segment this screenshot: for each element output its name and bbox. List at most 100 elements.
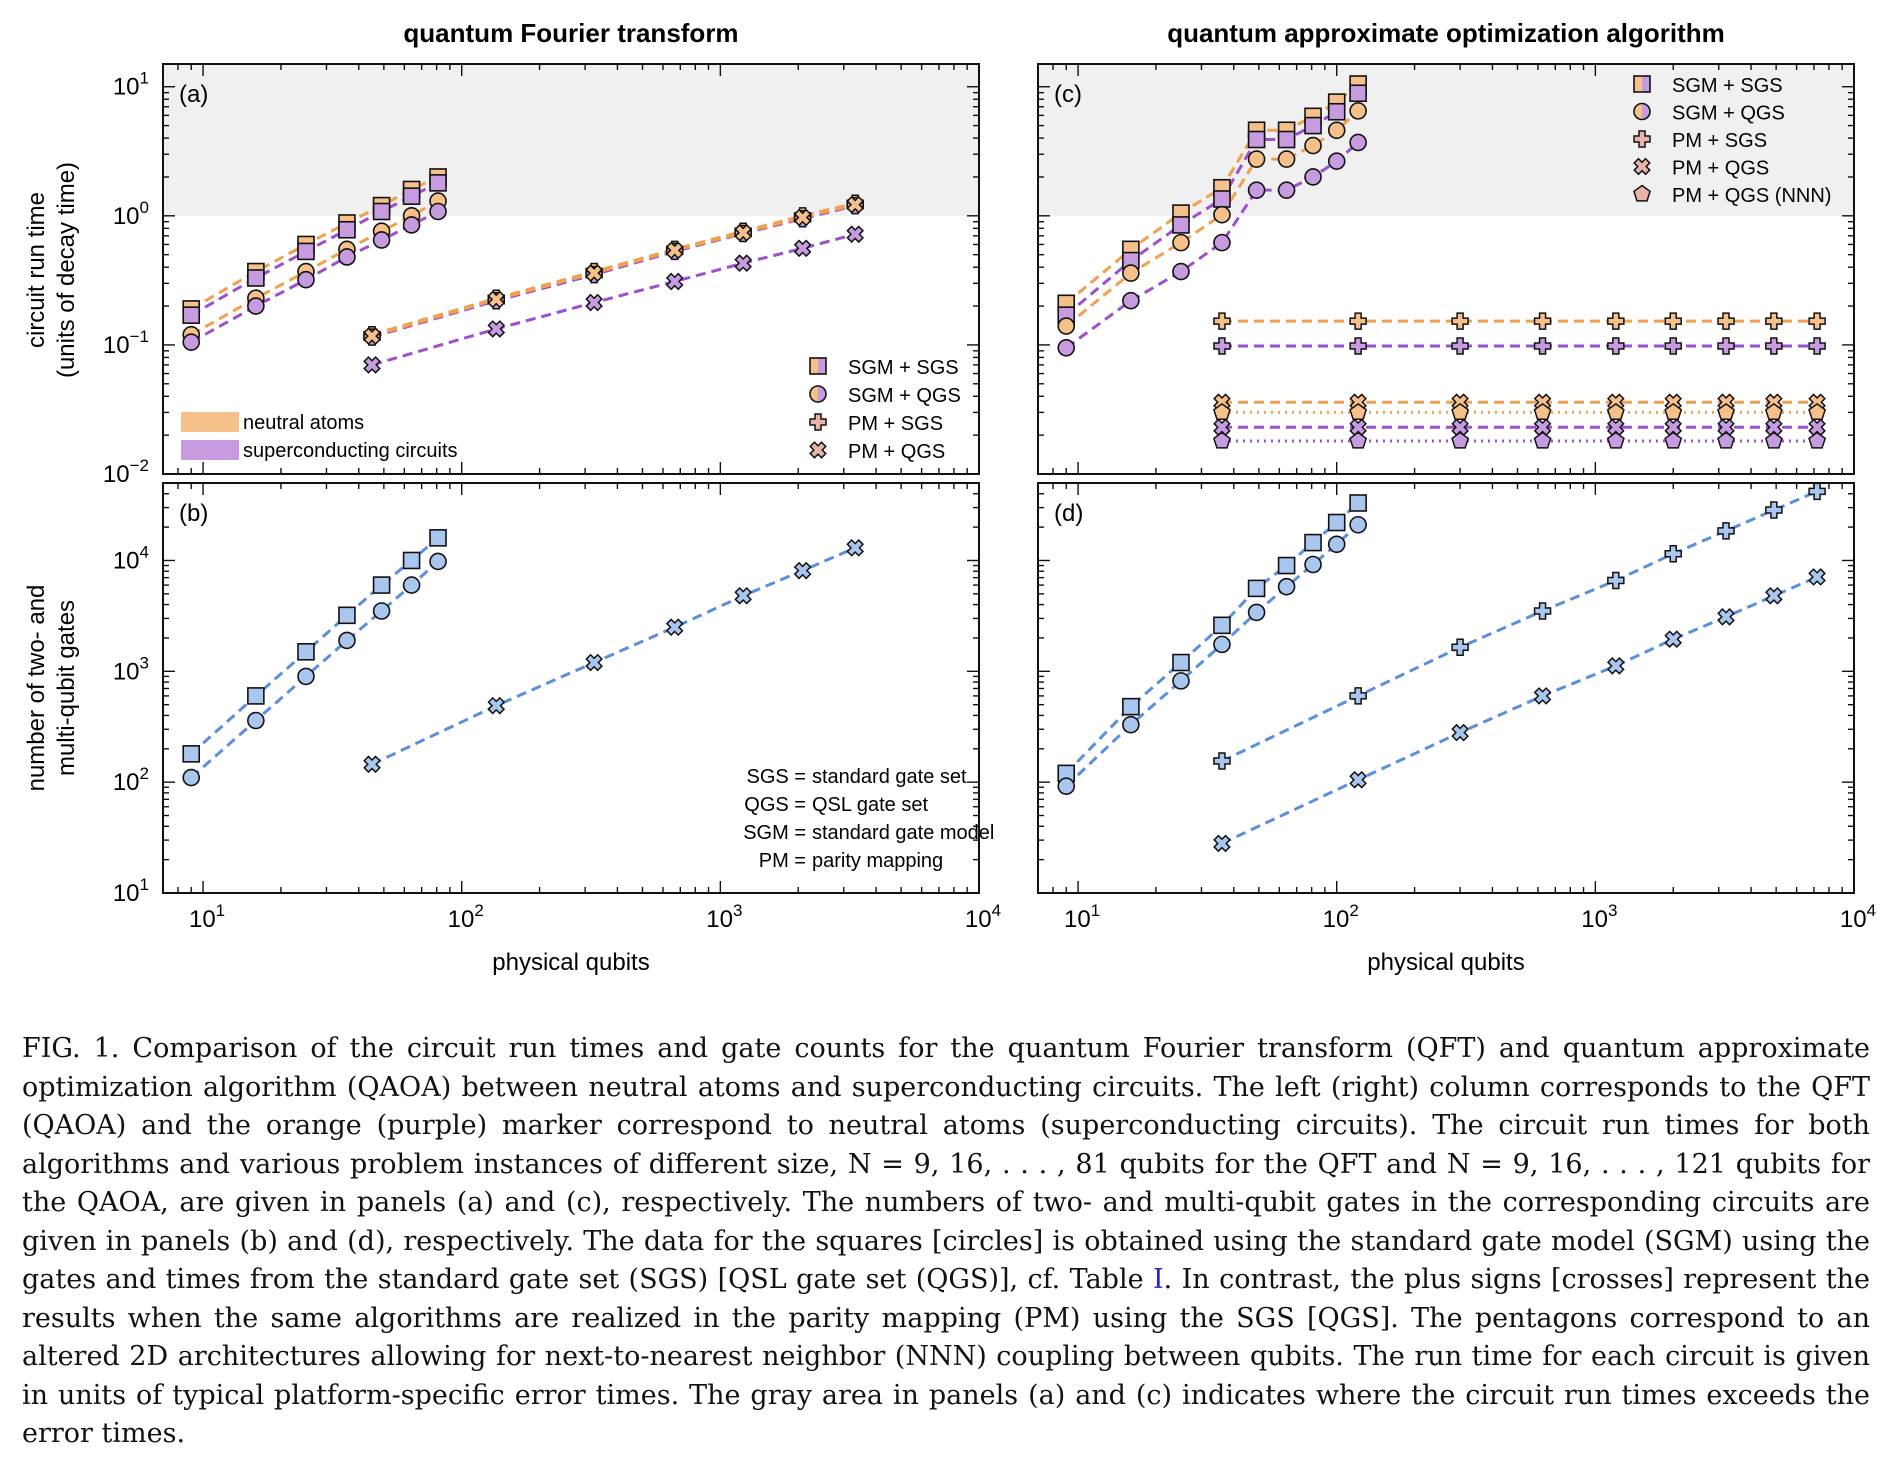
caption-table-link[interactable]: I	[1152, 1264, 1164, 1295]
legends: neutral atoms superconducting circuits SGM…	[181, 75, 1831, 872]
data-point-plus	[1213, 337, 1231, 355]
data-point-circle	[297, 667, 315, 686]
data-point-circle	[1057, 338, 1076, 357]
x-tick-label: 101	[189, 901, 225, 933]
legend-entry-a: PM + QGS	[809, 441, 945, 463]
x-tick-label: 103	[706, 901, 742, 933]
legend-marker-label: PM + QGS	[848, 441, 945, 463]
ylabel-top-line1: circuit run time	[23, 192, 50, 348]
data-point-circle	[1057, 317, 1076, 335]
tick-base: 10	[189, 906, 216, 933]
caption-part2: . In contrast, the plus signs [crosses] …	[22, 1264, 1870, 1449]
data-point-square	[372, 576, 391, 594]
y-tick-label: 104	[113, 542, 149, 574]
plot-frame	[1037, 482, 1855, 894]
data-point-plus	[1607, 571, 1625, 590]
data-point-circle	[1327, 152, 1346, 170]
y-tick-label: 103	[113, 653, 149, 685]
tick-base: 10	[113, 658, 140, 685]
tick-base: 10	[1840, 906, 1867, 933]
abbreviation-key: PM =	[759, 850, 806, 872]
data-point-plus	[1664, 544, 1682, 563]
right-column-title: quantum approximate optimization algorit…	[1167, 18, 1725, 48]
tick-exponent: 2	[140, 764, 149, 783]
marker-half-superconducting	[818, 358, 826, 374]
data-point-pentagon	[1664, 402, 1683, 421]
data-point-circle	[297, 270, 315, 289]
data-point-plus	[1808, 312, 1826, 330]
legend-entry-a: SGM + QGS	[809, 385, 961, 407]
data-point-circle	[1213, 233, 1231, 252]
data-point-circle	[1304, 555, 1322, 574]
legend-platform-label: neutral atoms	[243, 412, 364, 434]
abbreviation-value: standard gate model	[812, 822, 994, 844]
tick-exponent: 4	[992, 901, 1001, 920]
tick-base: 10	[1064, 906, 1091, 933]
data-point-square	[1349, 84, 1367, 103]
gray-area-exceeds-error-time	[1038, 64, 1854, 216]
data-point-square	[1277, 130, 1296, 149]
tick-exponent: 0	[140, 198, 149, 217]
data-point-pentagon	[1664, 431, 1683, 449]
data-point-plus	[1349, 687, 1367, 705]
tick-exponent: 4	[1867, 901, 1876, 920]
panel-d: (d)101 102 103 104	[1037, 482, 1876, 933]
data-point-plus	[1717, 312, 1735, 330]
data-point-cross	[1717, 608, 1735, 626]
series-line-neutral-circle	[190, 199, 439, 336]
data-point-cross	[1213, 834, 1231, 853]
ylabel-bottom-line1: number of two- and	[23, 585, 50, 792]
data-point-pentagon	[1212, 431, 1231, 449]
left-column-title: quantum Fourier transform	[403, 18, 738, 48]
data-point-square	[372, 202, 391, 221]
data-point-plus	[1213, 752, 1231, 770]
data-point-pentagon	[1808, 431, 1827, 449]
data-point-plus	[1717, 337, 1735, 355]
data-point-square	[429, 529, 447, 547]
data-point-cross	[734, 223, 752, 242]
series-line-superconducting-cross	[371, 232, 856, 367]
data-point-plus	[1533, 312, 1552, 330]
data-point-cross	[846, 195, 865, 214]
data-point-pentagon	[1764, 402, 1783, 421]
data-point-square	[338, 220, 356, 239]
data-point-cross	[1349, 770, 1367, 789]
tick-base: 10	[103, 332, 130, 359]
data-point-cross	[487, 320, 506, 338]
marker-outline	[1633, 102, 1651, 121]
tick-exponent: 1	[140, 69, 149, 88]
data-point-pentagon	[1606, 402, 1625, 421]
legend-entry-a: PM + SGS	[809, 413, 943, 435]
data-point-circle	[1277, 181, 1296, 199]
data-point-circle	[1122, 264, 1140, 282]
series-line-gates-cross	[371, 546, 856, 766]
data-point-cross	[846, 539, 865, 557]
legend-swatch-neutral-atoms	[181, 412, 239, 432]
data-point-cross	[1765, 586, 1783, 605]
gray-area-exceeds-error-time	[163, 64, 979, 216]
data-point-plus	[1451, 312, 1469, 330]
data-point-cross	[793, 561, 812, 580]
series-group	[182, 168, 865, 374]
abbreviation-key: QGS =	[744, 794, 806, 816]
tick-exponent: 3	[733, 901, 742, 920]
data-point-plus	[1664, 337, 1682, 355]
data-point-cross	[1606, 657, 1625, 675]
legend-marker-plus	[809, 413, 827, 431]
data-point-circle	[1304, 136, 1322, 155]
data-point-circle	[1247, 150, 1266, 168]
data-point-circle	[372, 602, 391, 620]
legend-marker-label: PM + SGS	[1672, 130, 1767, 152]
tick-base: 10	[1581, 906, 1608, 933]
data-point-square	[297, 242, 315, 261]
legend-entry-c: PM + QGS (NNN)	[1633, 184, 1831, 207]
data-point-square	[429, 174, 447, 192]
data-point-pentagon	[1212, 402, 1231, 421]
data-point-circle	[1304, 168, 1322, 186]
data-point-plus	[1717, 522, 1735, 540]
data-point-circle	[429, 202, 447, 221]
xlabel-left: physical qubits	[492, 949, 649, 976]
data-point-square	[1122, 697, 1140, 716]
axis-ticks	[1037, 482, 1855, 894]
